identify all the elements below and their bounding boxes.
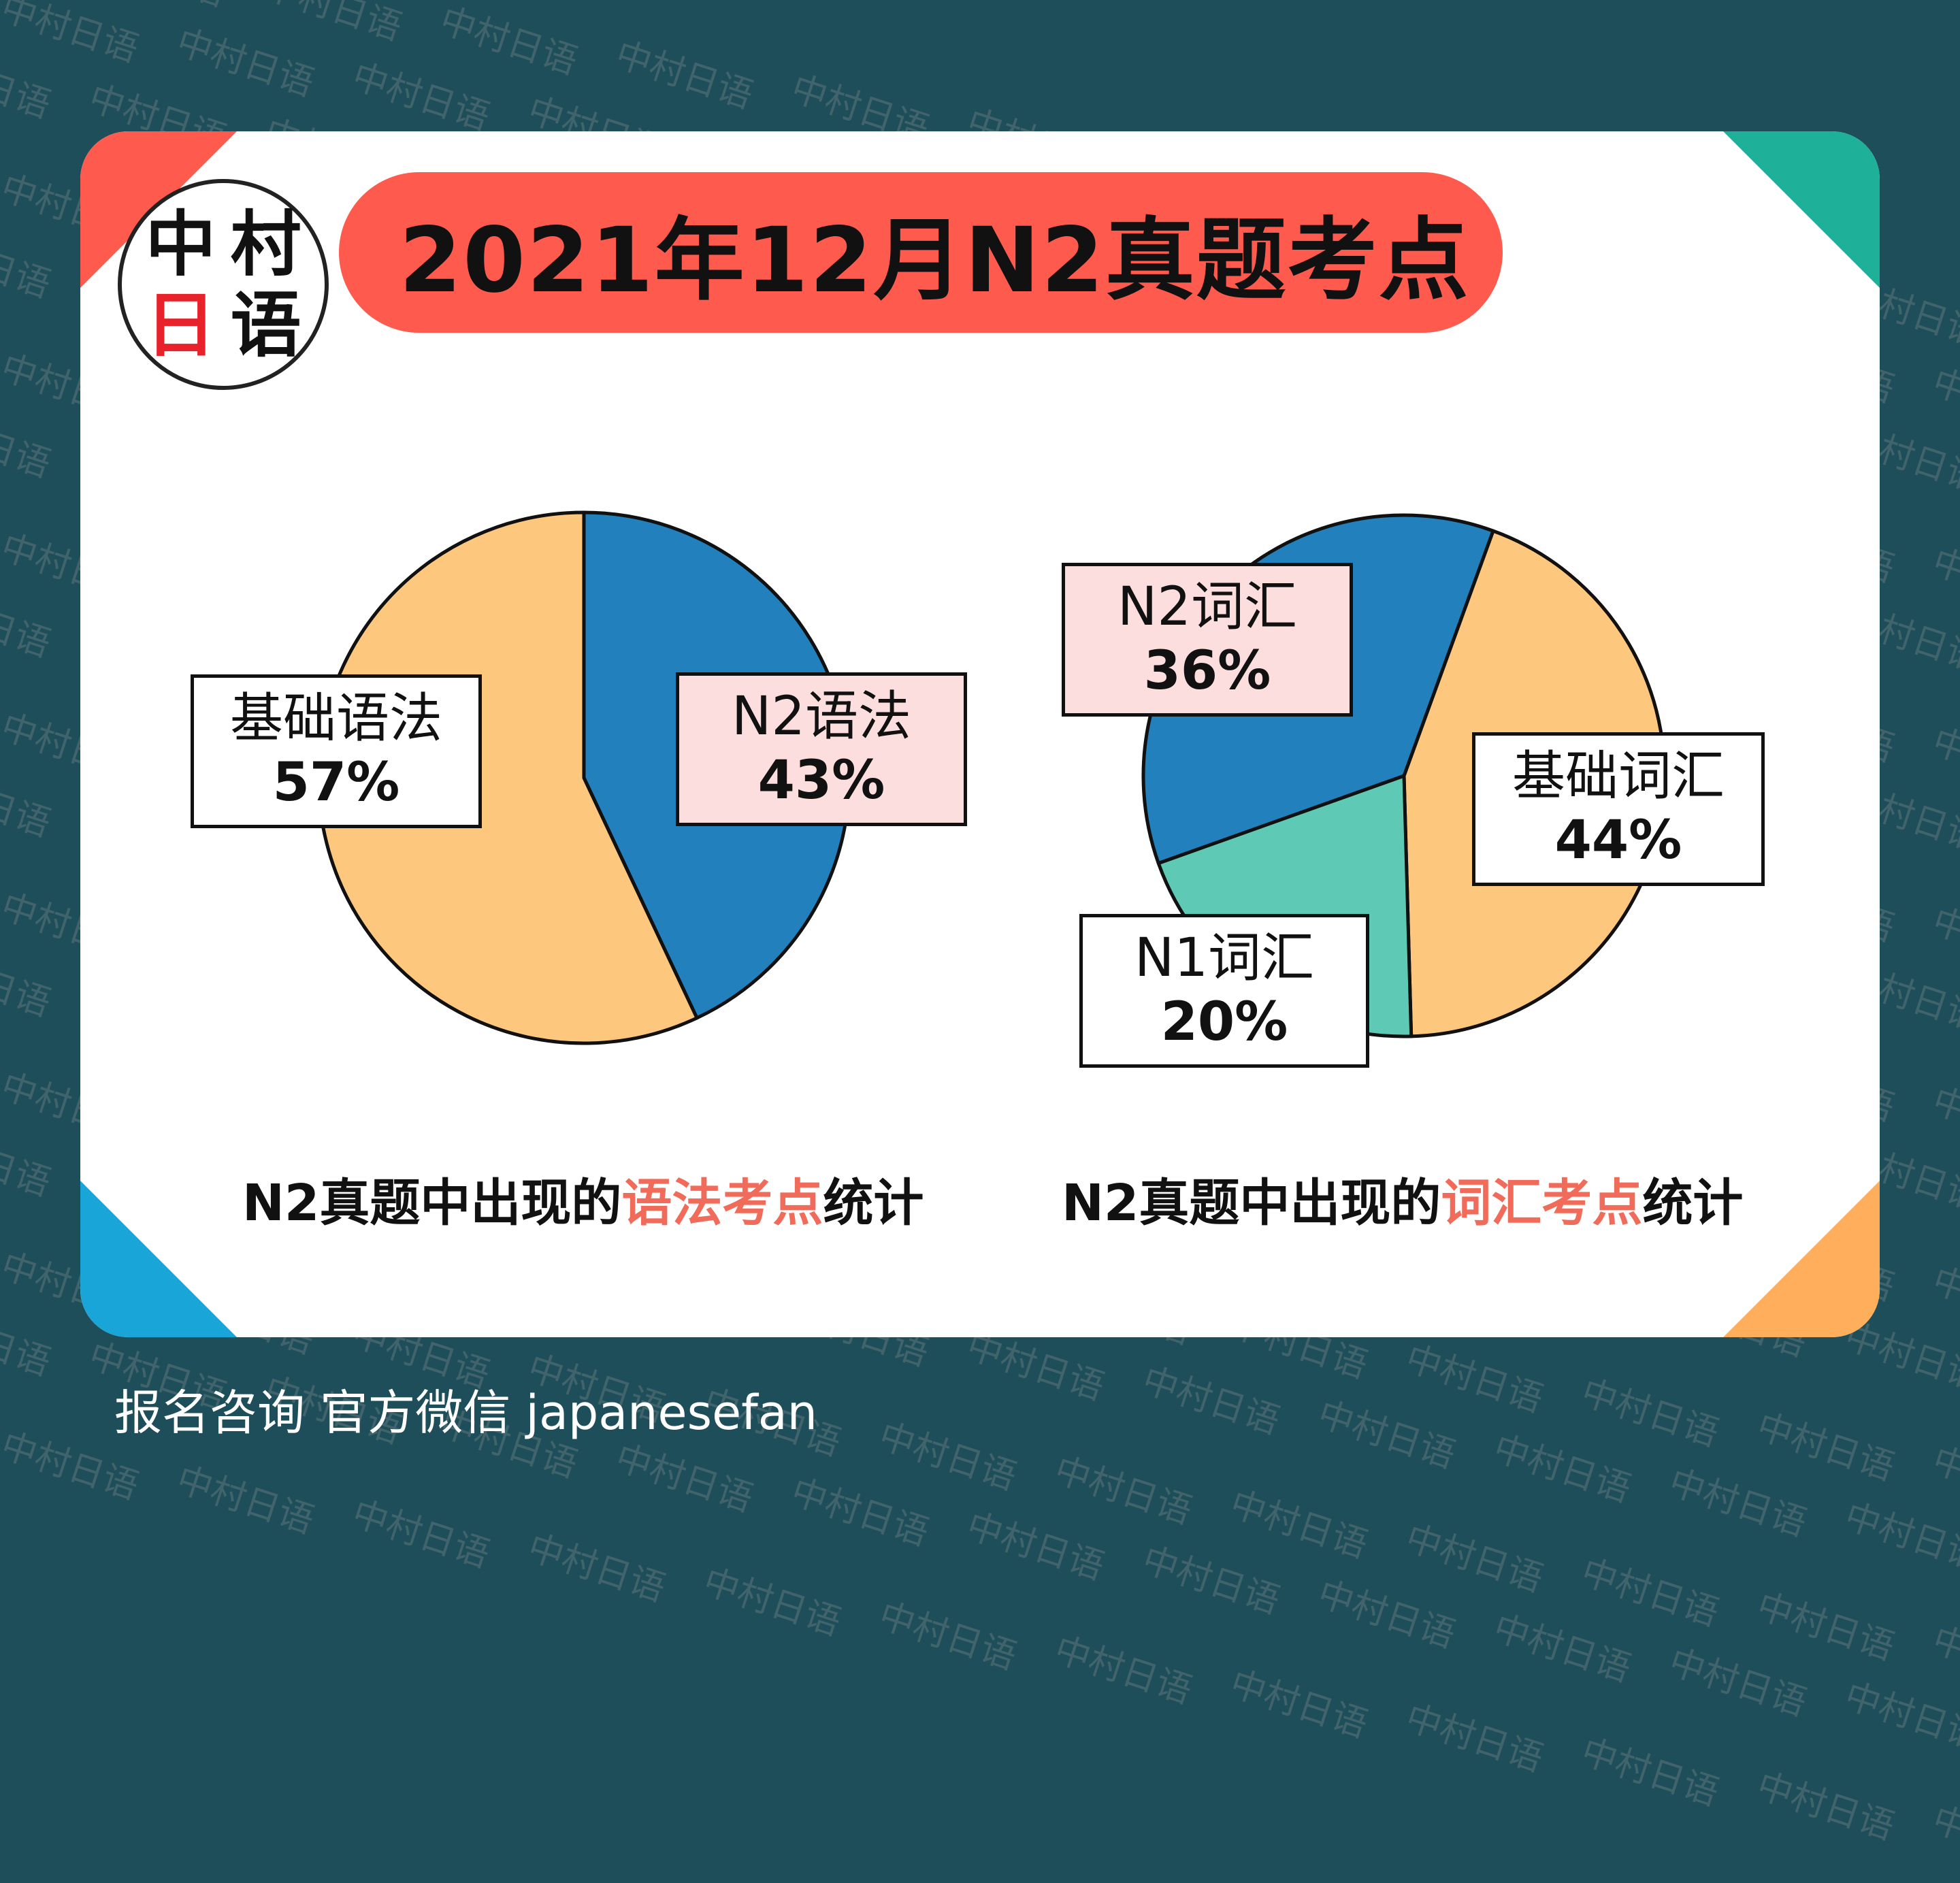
watermark-text: 中村日语 [1576, 1552, 1724, 1635]
watermark-text: 中村日语 [0, 762, 56, 845]
watermark-text: 中村日语 [347, 1493, 495, 1576]
slice-label-percent: 44% [1554, 810, 1682, 871]
slice-label-percent: 20% [1160, 992, 1288, 1053]
watermark-text: 中村日语 [172, 1459, 319, 1542]
watermark-text: 中村日语 [1927, 1620, 1960, 1703]
label-vocab-n1: N1词汇 20% [1079, 914, 1369, 1068]
caption-highlight: 语法考点 [621, 1174, 823, 1232]
watermark-text: 中村日语 [1927, 542, 1960, 625]
caption-suffix: 统计 [1642, 1174, 1744, 1232]
watermark-text: 中村日语 [0, 223, 56, 306]
slice-label-percent: 57% [272, 752, 400, 813]
watermark-text: 中村日语 [786, 1471, 934, 1554]
pie-slice-grammar-1 [316, 510, 699, 1045]
logo-char: 语 [230, 283, 301, 367]
watermark-text: 中村日语 [610, 34, 758, 117]
logo-char: 村 [230, 202, 301, 286]
watermark-text: 中村日语 [1927, 1260, 1960, 1343]
label-vocab-n2: N2词汇 36% [1062, 563, 1353, 717]
watermark-text: 中村日语 [1927, 362, 1960, 445]
watermark-text: 中村日语 [1049, 1450, 1197, 1533]
watermark-text: 中村日语 [1049, 1629, 1197, 1712]
watermark-text: 中村日语 [0, 1301, 56, 1384]
watermark-text: 中村日语 [874, 1415, 1022, 1499]
watermark-text: 中村日语 [1664, 1641, 1812, 1724]
watermark-text: 中村日语 [1664, 1462, 1812, 1545]
watermark-text: 中村日语 [1313, 1573, 1460, 1656]
main-card: 2021年12月N2真题考点 中 村 日 语 基础语法 57% N2语法 43%… [80, 131, 1880, 1337]
watermark-text: 中村日语 [84, 0, 234, 16]
label-grammar-n2: N2语法 43% [676, 672, 967, 826]
watermark-text: 中村日语 [698, 1561, 846, 1644]
caption-prefix: N2真题中出现的 [242, 1174, 622, 1232]
corner-decoration-top-right [1723, 131, 1880, 288]
watermark-text: 中村日语 [1137, 1360, 1285, 1443]
caption-vocab: N2真题中出现的词汇考点统计 [1062, 1162, 1743, 1235]
watermark-text: 中村日语 [1927, 1799, 1960, 1882]
slice-label-percent: 36% [1143, 640, 1271, 702]
watermark-text: 中村日语 [1225, 1484, 1373, 1567]
footer-contact: 报名咨询 官方微信 japanesefan [114, 1385, 818, 1441]
watermark-text: 中村日语 [962, 1505, 1109, 1588]
watermark-text: 中村日语 [0, 44, 56, 127]
corner-decoration-bottom-right [1723, 1181, 1880, 1337]
page-title: 2021年12月N2真题考点 [399, 208, 1470, 313]
watermark-text: 中村日语 [172, 22, 319, 105]
watermark-text: 中村日语 [347, 56, 495, 139]
watermark-text: 中村日语 [1576, 1372, 1724, 1455]
slice-label-percent: 43% [757, 750, 885, 811]
watermark-text: 中村日语 [1488, 1607, 1636, 1690]
watermark-text: 中村日语 [1225, 1663, 1373, 1746]
caption-grammar: N2真题中出现的语法考点统计 [242, 1162, 924, 1235]
watermark-text: 中村日语 [874, 1595, 1022, 1678]
logo-char: 中 [145, 202, 216, 286]
watermark-text: 中村日语 [1401, 1338, 1548, 1421]
label-vocab-basic: 基础词汇 44% [1472, 732, 1765, 886]
label-grammar-basic: 基础语法 57% [191, 674, 482, 828]
corner-decoration-bottom-left [80, 1181, 237, 1337]
watermark-text: 中村日语 [1137, 1539, 1285, 1622]
watermark-text: 中村日语 [1313, 1394, 1460, 1477]
watermark-text: 中村日语 [435, 0, 583, 83]
slice-label-name: 基础词汇 [1512, 746, 1725, 808]
slice-label-name: N1词汇 [1134, 928, 1314, 989]
watermark-text: 中村日语 [1927, 721, 1960, 804]
watermark-text: 中村日语 [1752, 1765, 1899, 1848]
caption-highlight: 词汇考点 [1441, 1174, 1643, 1232]
watermark-text: 中村日语 [1752, 1406, 1899, 1489]
watermark-text: 中村日语 [259, 0, 407, 49]
title-banner: 2021年12月N2真题考点 [339, 172, 1503, 333]
slice-label-name: 基础语法 [229, 688, 442, 750]
logo-char: 日 [145, 283, 216, 367]
watermark-text: 中村日语 [1488, 1428, 1636, 1511]
watermark-text: 中村日语 [1840, 1496, 1960, 1579]
caption-prefix: N2真题中出现的 [1062, 1174, 1441, 1232]
watermark-text: 中村日语 [523, 1527, 670, 1610]
watermark-text: 中村日语 [0, 0, 144, 71]
watermark-text: 中村日语 [0, 583, 56, 666]
slice-label-name: N2词汇 [1117, 576, 1297, 638]
watermark-text: 中村日语 [1840, 1675, 1960, 1758]
watermark-text: 中村日语 [1401, 1697, 1548, 1780]
slice-label-name: N2语法 [732, 686, 911, 748]
watermark-text: 中村日语 [1927, 1440, 1960, 1523]
caption-suffix: 统计 [823, 1174, 924, 1232]
watermark-text: 中村日语 [0, 403, 56, 486]
watermark-text: 中村日语 [1576, 1731, 1724, 1814]
watermark-text: 中村日语 [1401, 1518, 1548, 1601]
watermark-text: 中村日语 [0, 942, 56, 1025]
watermark-text: 中村日语 [1752, 1586, 1899, 1669]
brand-logo: 中 村 日 语 [118, 179, 329, 390]
watermark-text: 中村日语 [0, 1121, 56, 1205]
watermark-text: 中村日语 [1927, 901, 1960, 984]
watermark-text: 中村日语 [1927, 1081, 1960, 1164]
